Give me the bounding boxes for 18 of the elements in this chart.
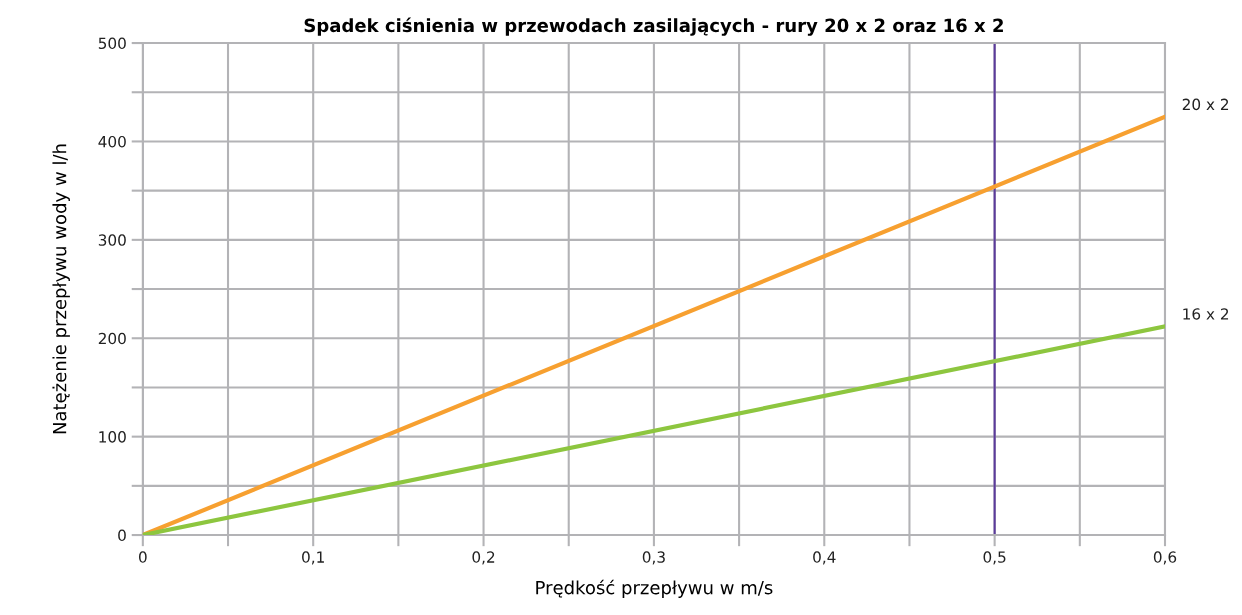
x-tick-label: 0,1 [302, 551, 324, 565]
x-axis-title: Prędkość przepływu w m/s [536, 579, 773, 598]
chart-title: Spadek ciśnienia w przewodach zasilających - rury 20 x 2 oraz 16 x 2 [304, 17, 1003, 36]
x-tick-label: 0 [138, 551, 147, 563]
y-tick-label: 100 [99, 431, 126, 443]
x-tick-label: 0,5 [983, 551, 1006, 565]
x-tick-label: 0,6 [1153, 551, 1177, 565]
y-axis-title: Natężenie przepływu wody w l/h [52, 144, 70, 434]
y-tick-label: 0 [118, 529, 126, 542]
x-tick-label: 0,2 [472, 551, 495, 565]
y-tick-label: 300 [98, 234, 126, 246]
y-tick-label: 200 [98, 332, 126, 345]
x-tick-label: 0,3 [642, 551, 665, 565]
x-tick-label: 0,4 [813, 551, 836, 565]
y-tick-label: 500 [98, 37, 126, 50]
y-tick-label: 400 [98, 135, 126, 148]
series-label: 20 x 2 [1182, 98, 1229, 111]
series-label: 16 x 2 [1183, 308, 1229, 320]
